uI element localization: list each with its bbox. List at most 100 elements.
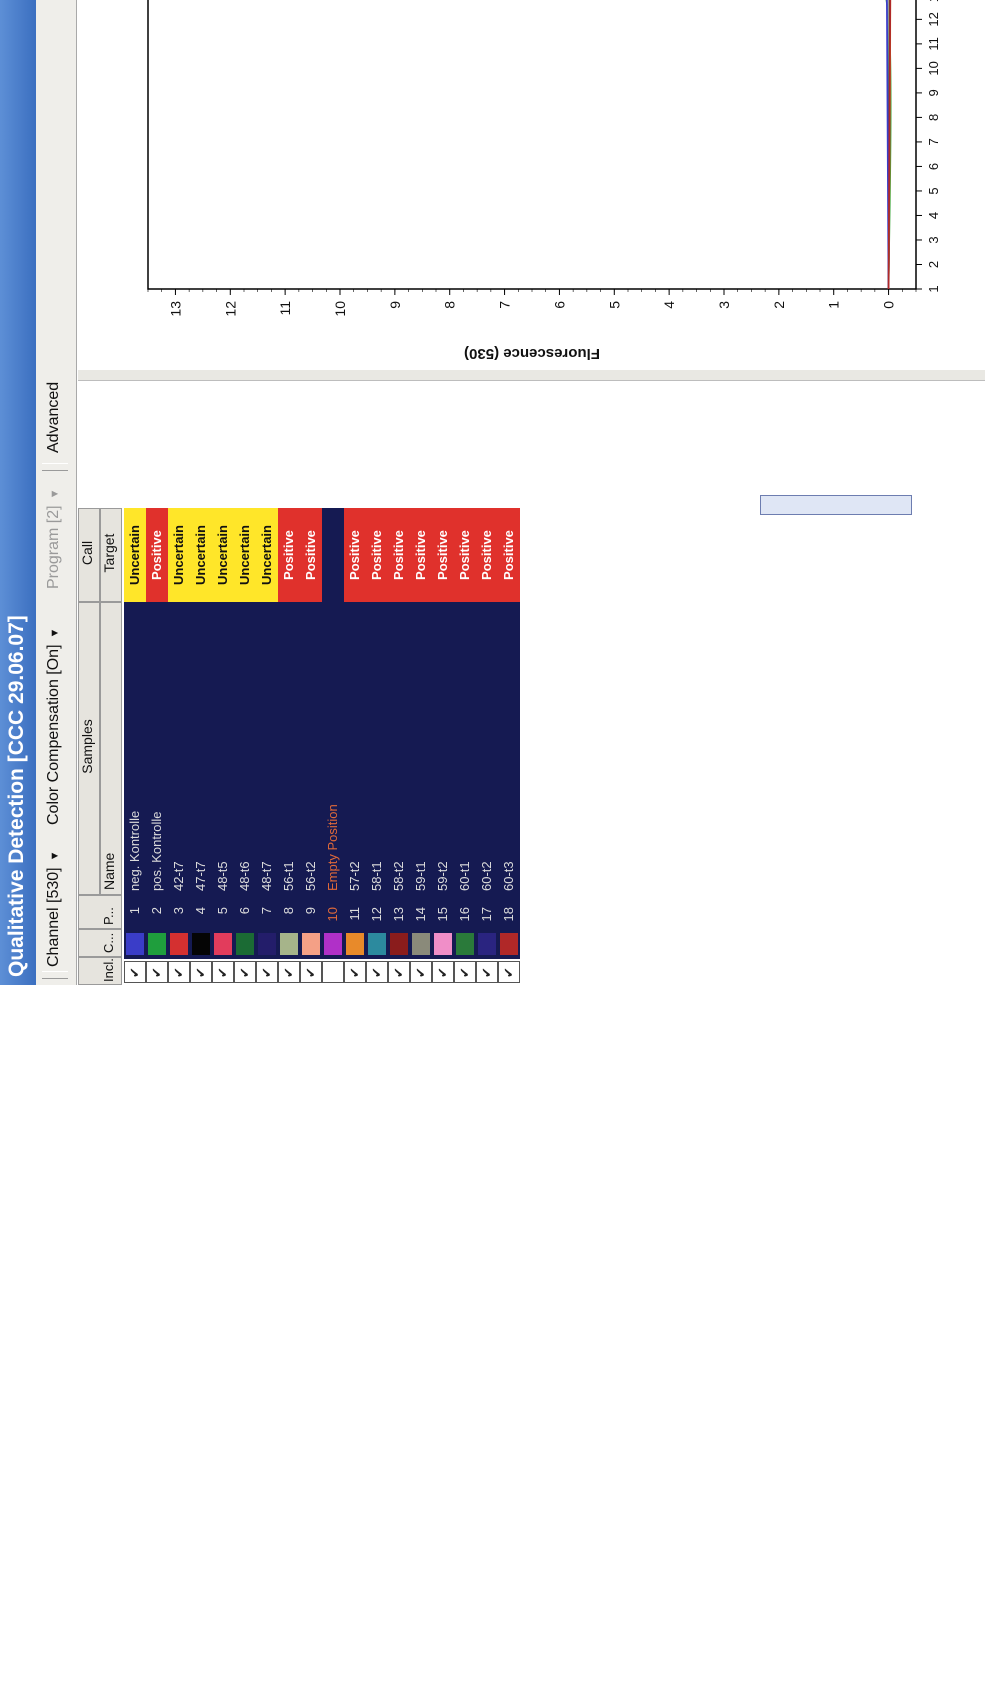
sample-color-swatch[interactable] [434,933,452,955]
channel-label: Channel [530] [45,867,62,967]
table-row[interactable]: 11 57-t2 Positive [344,408,366,985]
sample-name[interactable]: 60-t1 [457,861,472,891]
table-row[interactable]: 6 48-t6 Uncertain [234,408,256,985]
include-checkbox[interactable] [476,961,498,983]
grid-header-name[interactable]: Name [100,602,122,895]
sample-color-swatch[interactable] [280,933,298,955]
grid-scrollbar[interactable] [760,495,912,515]
y-tick-label: 3 [716,301,732,309]
call-target: Positive [432,508,454,602]
sample-color-swatch[interactable] [214,933,232,955]
sample-color-swatch[interactable] [500,933,518,955]
table-row[interactable]: 8 56-t1 Positive [278,408,300,985]
x-tick-label: 7 [926,138,941,145]
sample-name[interactable]: 48-t6 [237,861,252,891]
sample-name[interactable]: 48-t5 [215,861,230,891]
table-row[interactable]: 4 47-t7 Uncertain [190,408,212,985]
include-checkbox[interactable] [322,961,344,983]
include-checkbox[interactable] [278,961,300,983]
sample-color-swatch[interactable] [258,933,276,955]
sample-name[interactable]: 58-t1 [369,861,384,891]
sample-name[interactable]: 57-t2 [347,861,362,891]
include-checkbox[interactable] [432,961,454,983]
include-checkbox[interactable] [498,961,520,983]
sample-color-swatch[interactable] [192,933,210,955]
sample-name[interactable]: 47-t7 [193,861,208,891]
sample-color-swatch[interactable] [412,933,430,955]
sample-color-swatch[interactable] [236,933,254,955]
sample-name[interactable]: 59-t2 [435,861,450,891]
table-row[interactable]: 9 56-t2 Positive [300,408,322,985]
sample-position: 13 [391,907,406,922]
sample-name[interactable]: 60-t3 [501,861,516,891]
y-tick-label: 13 [167,301,183,317]
table-row[interactable]: 3 42-t7 Uncertain [168,408,190,985]
sample-name[interactable]: 56-t1 [281,861,296,891]
table-row[interactable]: 16 60-t1 Positive [454,408,476,985]
include-checkbox[interactable] [234,961,256,983]
include-checkbox[interactable] [212,961,234,983]
grid-header-p[interactable]: P... [78,895,122,929]
sample-name[interactable]: pos. Kontrolle [149,811,164,892]
sample-name[interactable]: 56-t2 [303,861,318,891]
include-checkbox[interactable] [146,961,168,983]
table-row[interactable]: 12 58-t1 Positive [366,408,388,985]
grid-header-incl[interactable]: Incl... [78,951,122,985]
x-tick-label: 8 [926,114,941,121]
include-checkbox[interactable] [168,961,190,983]
table-row[interactable]: 5 48-t5 Uncertain [212,408,234,985]
sample-name[interactable]: 58-t2 [391,861,406,891]
include-checkbox[interactable] [300,961,322,983]
sample-color-swatch[interactable] [346,933,364,955]
sample-name[interactable]: neg. Kontrolle [127,810,142,891]
color-compensation-label: Color Compensation [On] [45,644,62,825]
sample-position: 18 [501,907,516,922]
include-checkbox[interactable] [190,961,212,983]
y-axis-label: Fluorescence (530) [464,345,600,362]
sample-color-swatch[interactable] [368,933,386,955]
sample-color-swatch[interactable] [390,933,408,955]
include-checkbox[interactable] [366,961,388,983]
include-checkbox[interactable] [410,961,432,983]
sample-name[interactable]: 42-t7 [171,861,186,891]
color-compensation-dropdown[interactable]: Color Compensation [On] ▼ [45,628,63,825]
table-row[interactable]: 7 48-t7 Uncertain [256,408,278,985]
table-row[interactable]: 1 neg. Kontrolle Uncertain [124,408,146,985]
sample-color-swatch[interactable] [126,933,144,955]
table-row[interactable]: 10 Empty Position [322,408,344,985]
sample-color-swatch[interactable] [148,933,166,955]
sample-color-swatch[interactable] [170,933,188,955]
include-checkbox[interactable] [454,961,476,983]
include-checkbox[interactable] [344,961,366,983]
table-row[interactable]: 17 60-t2 Positive [476,408,498,985]
sample-color-swatch[interactable] [456,933,474,955]
program-dropdown[interactable]: Program [2] ▼ [45,489,63,589]
include-checkbox[interactable] [256,961,278,983]
sample-position: 2 [149,907,164,915]
sample-name[interactable]: 60-t2 [479,861,494,891]
sample-position: 15 [435,907,450,922]
sample-name[interactable]: Empty Position [325,804,340,891]
sample-position: 17 [479,907,494,922]
sample-name[interactable]: 48-t7 [259,861,274,891]
y-tick-label: 9 [387,301,403,309]
table-row[interactable]: 13 58-t2 Positive [388,408,410,985]
grid-header-target[interactable]: Target [100,508,122,602]
x-tick-label: 1 [926,285,941,292]
include-checkbox[interactable] [388,961,410,983]
sample-color-swatch[interactable] [302,933,320,955]
table-row[interactable]: 14 59-t1 Positive [410,408,432,985]
table-row[interactable]: 18 60-t3 Positive [498,408,520,985]
channel-dropdown[interactable]: Channel [530] ▼ [45,850,63,967]
sample-position: 1 [127,907,142,915]
sample-name[interactable]: 59-t1 [413,861,428,891]
sample-color-swatch[interactable] [478,933,496,955]
x-tick-label: 11 [926,37,941,51]
grid-header-c[interactable]: C... [78,929,122,957]
include-checkbox[interactable] [124,961,146,983]
table-row[interactable]: 15 59-t2 Positive [432,408,454,985]
pane-splitter[interactable] [78,370,985,381]
sample-color-swatch[interactable] [324,933,342,955]
table-row[interactable]: 2 pos. Kontrolle Positive [146,408,168,985]
advanced-button[interactable]: Advanced [45,382,63,453]
